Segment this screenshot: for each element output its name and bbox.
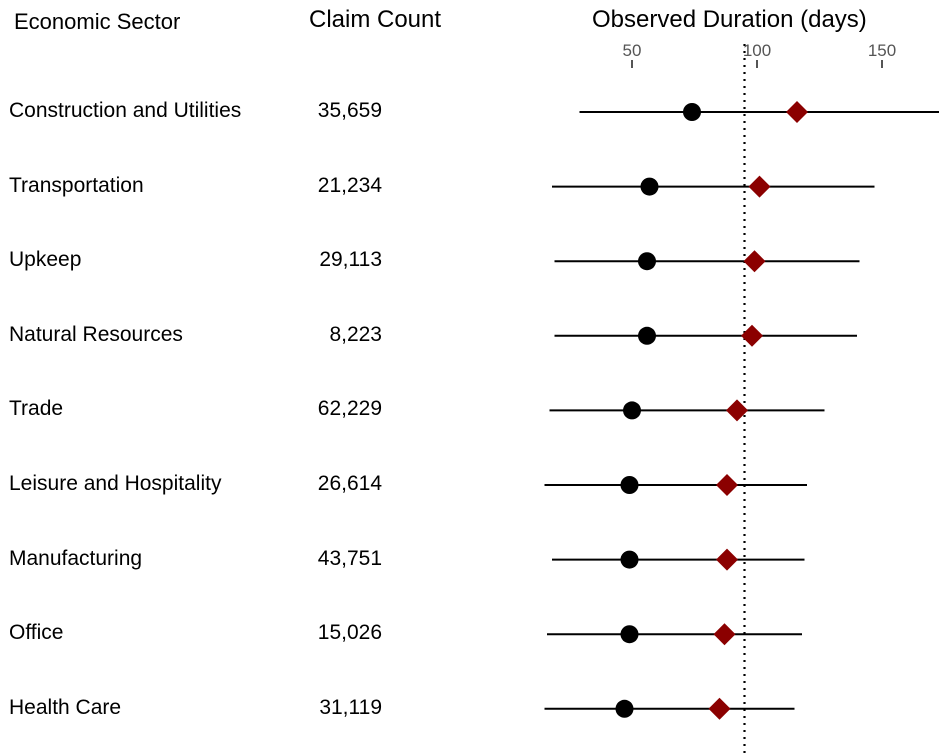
circle-point [620, 625, 639, 644]
claim-count: 43,751 [317, 546, 382, 570]
diamond-point [716, 548, 738, 571]
claim-count: 31,119 [319, 695, 382, 719]
sector-label: Upkeep [9, 248, 82, 272]
diamond-point [741, 324, 763, 347]
circle-point [638, 326, 656, 345]
circle-point [620, 550, 639, 569]
diamond-point [713, 623, 736, 646]
sector-label: Construction and Utilities [9, 99, 242, 122]
diamond-point [743, 250, 766, 273]
circle-point [623, 401, 641, 420]
diamond-point [726, 399, 748, 422]
claim-count: 21,234 [317, 173, 382, 197]
axis-title: Observed Duration (days) [592, 6, 867, 33]
circle-point [638, 252, 656, 271]
claim-count: 29,113 [319, 248, 382, 272]
sector-label: Office [9, 621, 64, 645]
claim-count: 15,026 [317, 621, 382, 645]
sector-label: Health Care [9, 695, 122, 719]
sector-label: Transportation [9, 173, 144, 197]
diamond-point [748, 175, 771, 198]
diamond-point [786, 101, 808, 123]
sector-label: Trade [9, 397, 64, 421]
x-tick-label: 150 [868, 41, 896, 60]
claim-count: 35,659 [317, 99, 382, 122]
claim-count: 26,614 [317, 472, 382, 495]
circle-point [683, 103, 701, 121]
diamond-point [708, 697, 731, 720]
circle-point [615, 699, 634, 718]
sector-label: Manufacturing [9, 546, 143, 570]
claim-count: 62,229 [317, 397, 382, 421]
x-tick-label: 50 [623, 41, 642, 60]
circle-point [620, 476, 639, 494]
x-tick-label: 100 [743, 41, 771, 60]
circle-point [640, 177, 659, 196]
sector-label: Natural Resources [9, 322, 183, 346]
claim-count: 8,223 [329, 322, 382, 346]
diamond-point [716, 474, 738, 496]
sector-column-header: Economic Sector [14, 9, 181, 34]
count-column-header: Claim Count [309, 6, 442, 33]
sector-label: Leisure and Hospitality [9, 472, 222, 495]
